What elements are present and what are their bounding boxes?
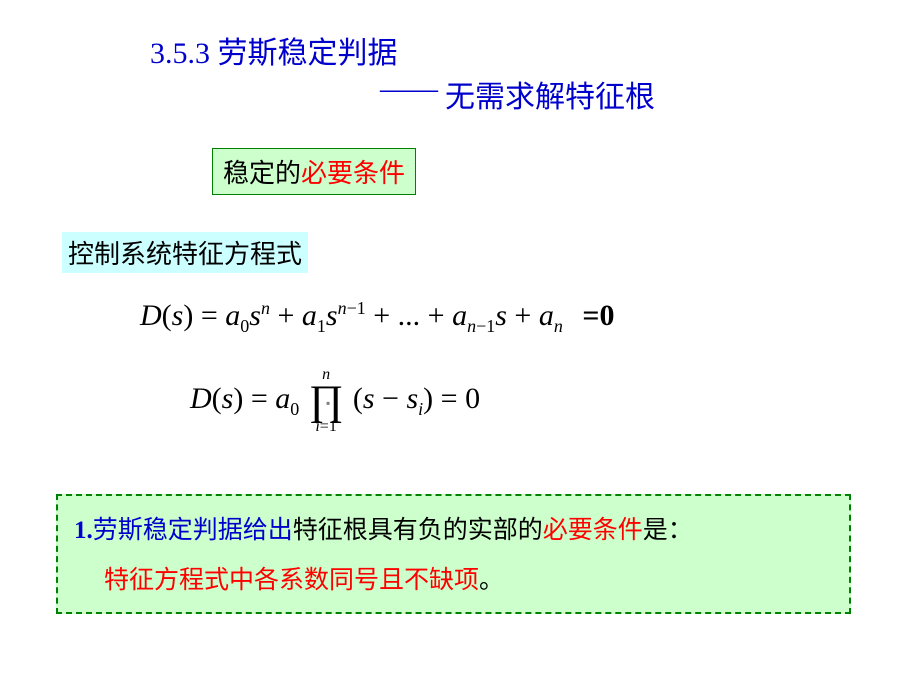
conclusion-box: 1.劳斯稳定判据给出特征根具有负的实部的必要条件是： 特征方程式中各系数同号且不… [56,494,851,614]
eq1-rhs: a0sn + a1sn−1 + ... + an−1s + an [225,299,570,332]
eq2-a0: a0 [275,382,299,415]
conclusion-l2-end: 。 [479,567,504,594]
eq1-lhs: D(s) = [140,299,225,332]
label-part1: 稳定的 [223,159,301,188]
title-subtitle: 无需求解特征根 [445,72,655,116]
equation-2: D(s) = a0 n ∏ i=1 (s − si) = 0 [190,368,480,434]
necessary-condition-label: 稳定的必要条件 [212,148,416,195]
conclusion-number: 1. [74,517,93,544]
conclusion-line2: 特征方程式中各系数同号且不缺项。 [104,560,833,596]
conclusion-line1: 1.劳斯稳定判据给出特征根具有负的实部的必要条件是： [74,510,833,546]
title-dash: —— [380,72,436,106]
section-number: 3.5.3 劳斯稳定判据 [150,28,398,72]
conclusion-l1c: 必要条件 [543,517,643,544]
conclusion-l2: 特征方程式中各系数同号且不缺项 [104,567,479,594]
eq2-factor: (s − si) = 0 [353,382,480,415]
section-num-text: 3.5.3 [150,37,210,70]
conclusion-l1b: 特征根具有负的实部的 [293,517,543,544]
eq2-lhs: D(s) = [190,382,275,415]
equation-1: D(s) = a0sn + a1sn−1 + ... + an−1s + an … [140,298,614,337]
characteristic-equation-label: 控制系统特征方程式 [62,232,308,273]
conclusion-l1a: 劳斯稳定判据给出 [93,517,293,544]
conclusion-l1d: 是： [643,517,693,544]
eq1-eqzero: =0 [582,299,614,332]
section-title-text: 劳斯稳定判据 [218,37,398,70]
label-part2: 必要条件 [301,159,405,188]
page-marker: ▪ [326,396,330,411]
